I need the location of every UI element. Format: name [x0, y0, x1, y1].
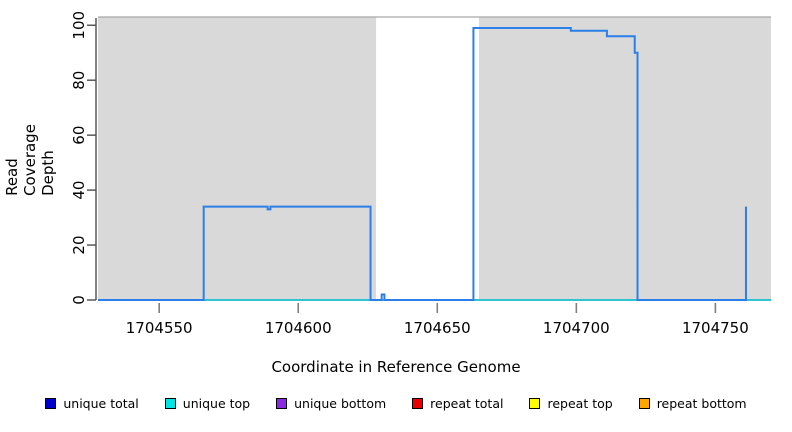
legend-item[interactable]: unique top: [164, 396, 251, 411]
legend-item[interactable]: unique bottom: [276, 396, 386, 411]
y-axis-tick-label: 60: [70, 126, 88, 145]
x-axis-tick-label: 1704750: [682, 319, 749, 337]
legend-label: unique bottom: [294, 396, 387, 411]
chart-legend: unique total unique top unique bottom repea…: [0, 396, 792, 411]
x-axis-title: Coordinate in Reference Genome: [271, 358, 521, 376]
legend-swatch-icon: [638, 398, 650, 409]
legend-swatch-icon: [529, 398, 541, 409]
legend-label: repeat top: [547, 396, 613, 411]
y-axis-title: Read Coverage Depth: [3, 124, 57, 196]
legend-item[interactable]: repeat total: [412, 396, 503, 411]
plot-shaded-region: [98, 17, 377, 300]
y-axis-tick-label: 40: [70, 181, 88, 200]
legend-swatch-icon: [412, 398, 424, 409]
y-axis-tick-label: 100: [70, 11, 88, 40]
series-line-unique-total: [98, 26, 747, 301]
plot-shaded-region: [478, 17, 771, 300]
x-axis-tick-label: 1704550: [126, 319, 193, 337]
x-axis-tick-label: 1704600: [265, 319, 332, 337]
x-axis-tick-label: 1704650: [404, 319, 471, 337]
legend-item[interactable]: unique total: [45, 396, 139, 411]
x-axis-tick-label: 1704700: [543, 319, 610, 337]
legend-swatch-icon: [45, 398, 57, 409]
legend-item[interactable]: repeat bottom: [638, 396, 747, 411]
legend-swatch-icon: [164, 398, 176, 409]
legend-label: unique total: [63, 396, 139, 411]
y-axis-tick-label: 20: [70, 236, 88, 255]
legend-label: unique top: [182, 396, 251, 411]
legend-item[interactable]: repeat top: [529, 396, 613, 411]
legend-label: repeat total: [430, 396, 504, 411]
legend-swatch-icon: [276, 398, 288, 409]
y-axis-tick-label: 0: [70, 295, 88, 305]
legend-label: repeat bottom: [656, 396, 747, 411]
y-axis-tick-label: 80: [70, 71, 88, 90]
